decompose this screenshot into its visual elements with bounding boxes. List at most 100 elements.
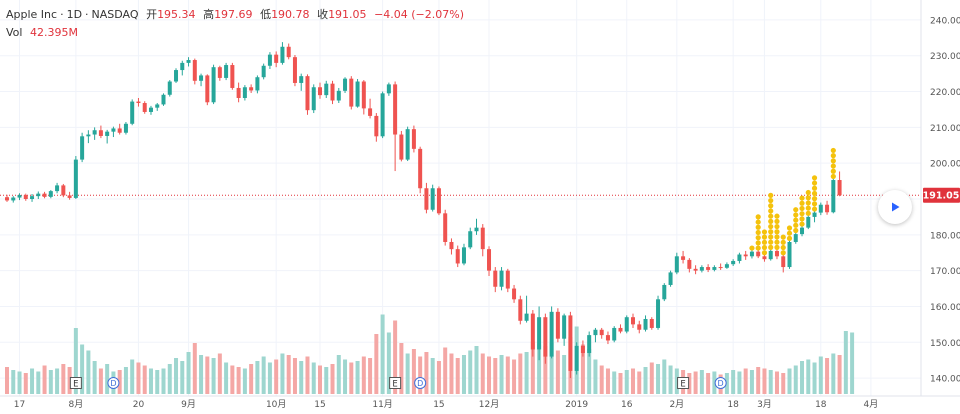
volume-bar [643, 367, 648, 394]
forecast-dot [774, 213, 780, 219]
last-price-value: 191.05 [923, 191, 960, 202]
volume-bar [86, 350, 91, 394]
volume-bar [117, 370, 122, 394]
forecast-dot [761, 239, 768, 245]
candle-body [311, 87, 316, 111]
candle-body [155, 104, 160, 108]
time-tick-label: 11月 [372, 399, 392, 410]
forecast-dot [805, 210, 811, 216]
candle-body [11, 197, 16, 201]
candle-body [393, 84, 398, 135]
candle-body [286, 46, 291, 58]
candle-body [812, 212, 817, 217]
open-value: 195.34 [157, 8, 196, 21]
symbol-name[interactable]: Apple Inc [6, 8, 58, 21]
candle [374, 113, 379, 142]
candle-body [737, 254, 742, 261]
volume-bar [393, 320, 398, 394]
volume-bar [217, 353, 222, 394]
candle-body [499, 270, 504, 287]
time-tick-label: 18 [815, 400, 827, 410]
time-tick-label: 16 [621, 400, 633, 410]
candle-body [443, 213, 448, 242]
earnings-marker[interactable]: E [389, 377, 402, 390]
candle-body [67, 195, 72, 198]
forecast-dot [774, 218, 780, 224]
candle [724, 262, 729, 269]
volume-bar [543, 346, 548, 394]
candle-body [818, 204, 823, 213]
candle [36, 191, 41, 199]
volume-bar [324, 367, 329, 394]
candle [393, 81, 398, 172]
forecast-dot [768, 203, 774, 209]
volume-bar [762, 368, 767, 394]
candle-body [674, 256, 679, 273]
candle [305, 74, 310, 115]
forecast-dot [805, 195, 811, 201]
candle-body [17, 195, 22, 198]
candle-body [199, 75, 204, 81]
volume-bar [699, 370, 704, 394]
volume-bar [192, 343, 197, 394]
candle [793, 233, 798, 244]
candle [242, 85, 247, 101]
volume-bar [480, 353, 485, 394]
volume-bar [493, 358, 498, 394]
candle [361, 80, 366, 115]
forecast-dot [768, 197, 774, 204]
volume-bar [286, 355, 291, 394]
candle [399, 130, 404, 162]
earnings-marker[interactable]: E [69, 377, 82, 390]
volume-label[interactable]: Vol [6, 26, 23, 39]
volume-bar [624, 370, 629, 394]
volume-bar [136, 362, 141, 394]
dividend-marker[interactable]: D [414, 377, 427, 389]
volume-bar [361, 356, 366, 394]
candle [580, 340, 585, 357]
volume-bar [487, 356, 492, 394]
forecast-dot [811, 175, 818, 181]
open-label: 开 [146, 8, 158, 21]
forecast-dot [786, 230, 793, 236]
candle-body [336, 90, 341, 101]
candle [255, 75, 260, 94]
earnings-marker[interactable]: E [677, 377, 690, 390]
candle-body [562, 315, 567, 339]
volume-bar [161, 368, 166, 394]
volume-bar [587, 349, 592, 394]
interval-label[interactable]: 1D [66, 8, 83, 21]
candle-body [524, 313, 529, 321]
scroll-to-realtime-button[interactable] [878, 190, 912, 224]
candle-body [687, 259, 692, 269]
candle [562, 313, 567, 346]
candle [217, 65, 222, 81]
forecast-dot [830, 158, 836, 164]
forecast-dot [786, 225, 793, 231]
volume-bar [23, 373, 28, 394]
candle-body [631, 317, 635, 325]
forecast-dot [780, 250, 786, 256]
candle [499, 267, 504, 291]
candle [530, 310, 535, 357]
dividend-marker[interactable]: D [107, 377, 120, 389]
candle-body [649, 318, 654, 328]
candle-body [48, 191, 53, 197]
candle-body [487, 249, 492, 271]
volume-bar [130, 359, 135, 394]
dividend-letter: D [718, 379, 724, 388]
volume-bar [524, 352, 529, 394]
candle [174, 68, 179, 83]
volume-bar [781, 373, 786, 394]
forecast-dot [768, 208, 774, 214]
dividend-marker[interactable]: D [714, 377, 727, 389]
time-axis[interactable]: 17 8月 20 9月 10月 15 11月 15 12月 2019 16 2月 18 3月 18 4月 [14, 399, 878, 410]
forecast-dot [780, 239, 786, 245]
candle-body [831, 180, 836, 213]
candle-body [242, 87, 247, 98]
volume-bar [605, 368, 610, 394]
candle-body [424, 188, 429, 210]
candle-body [161, 94, 166, 105]
